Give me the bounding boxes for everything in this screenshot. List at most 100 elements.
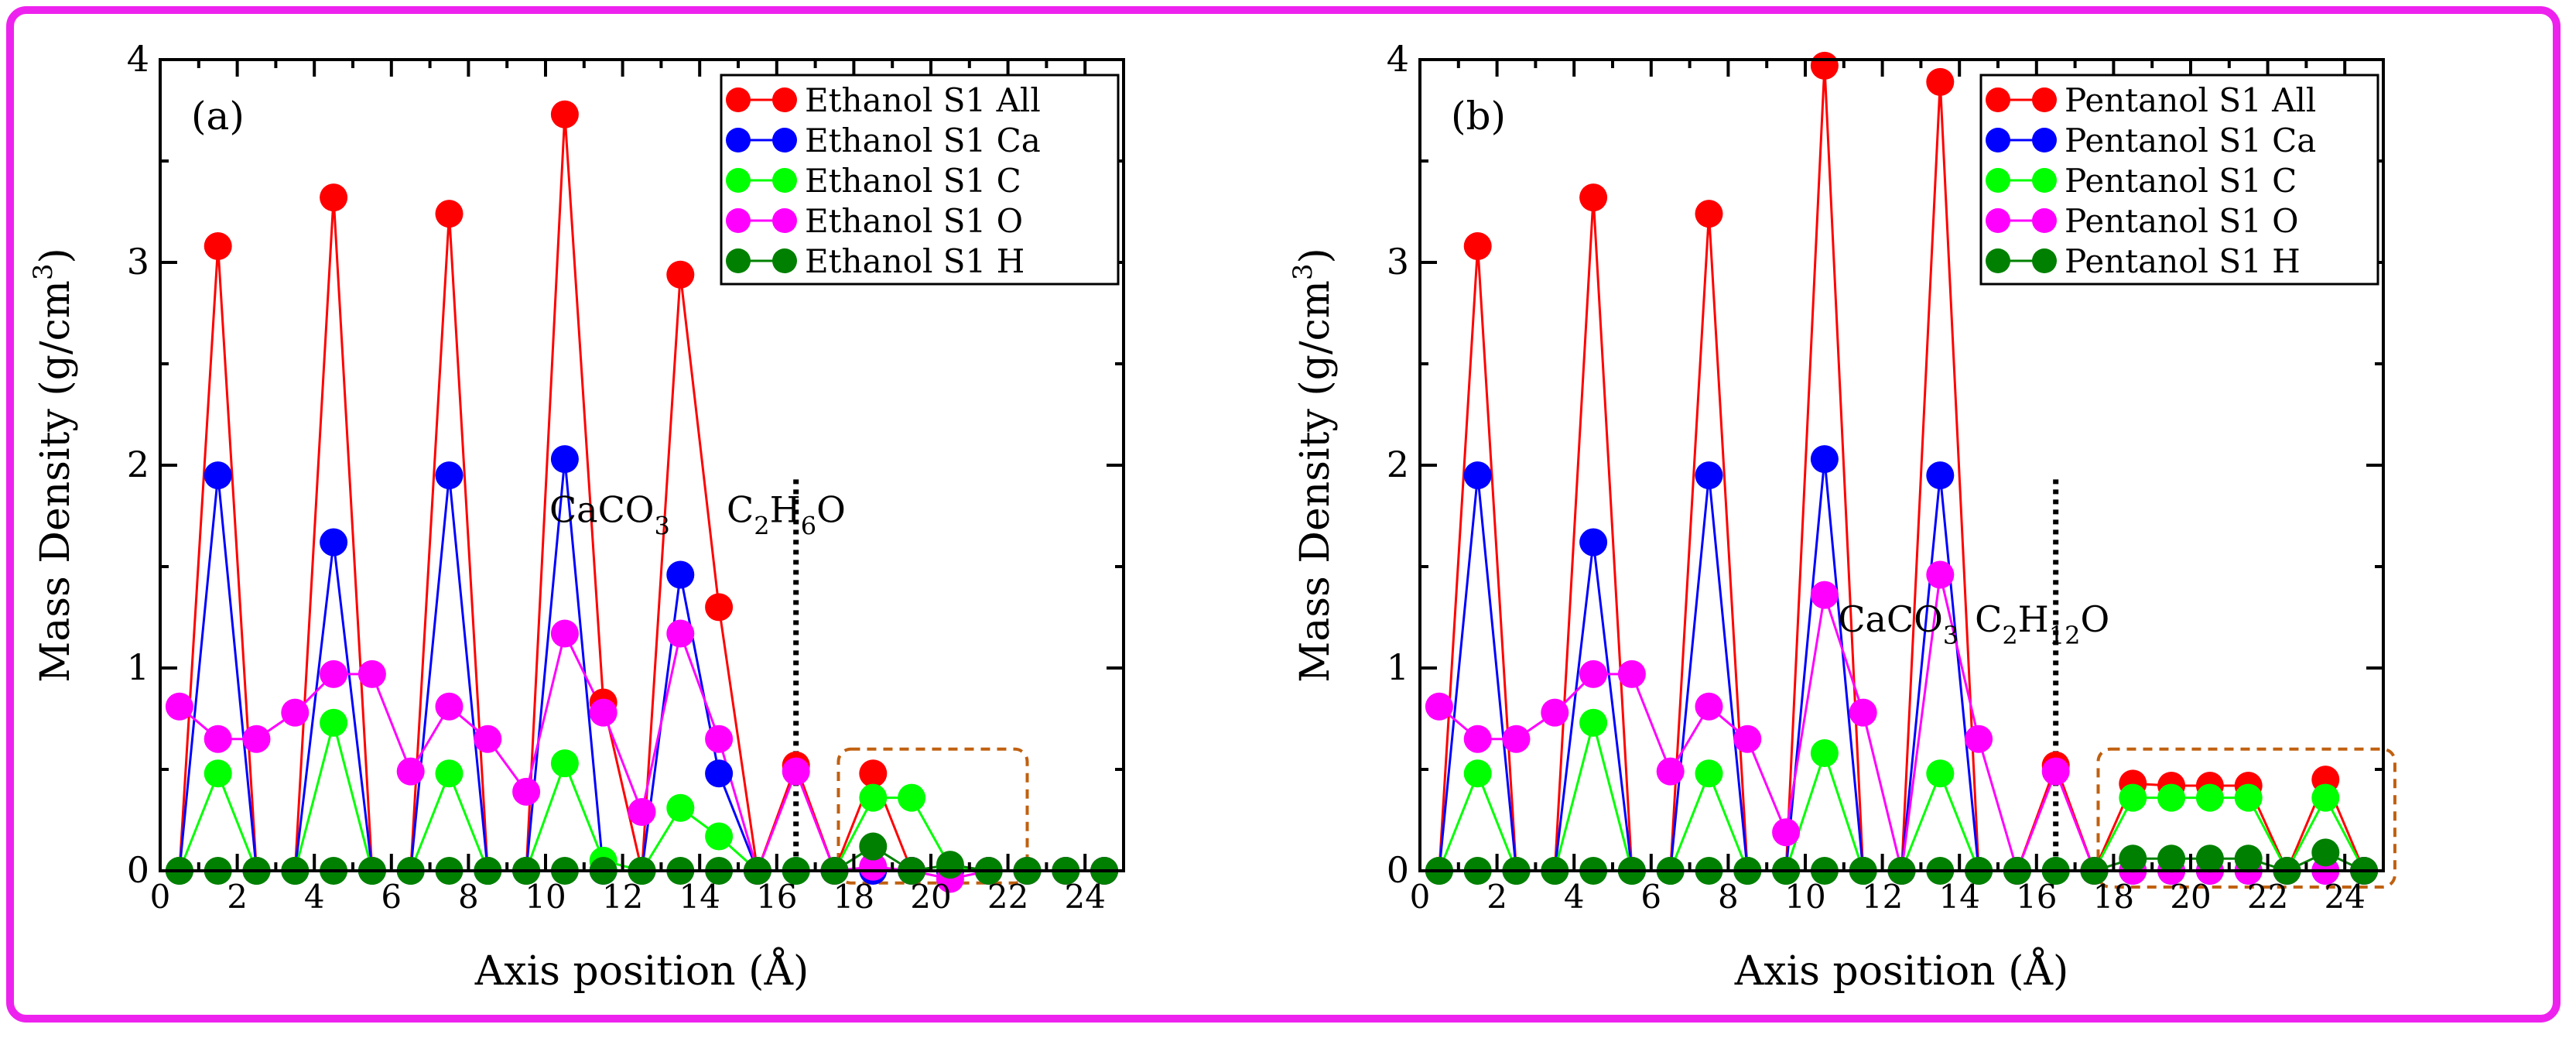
annotation-text: H: [770, 488, 801, 530]
annotation-text: H: [2018, 598, 2049, 640]
data-point: [2234, 783, 2263, 812]
legend-marker: [1986, 128, 2010, 152]
x-tick-label: 18: [833, 878, 874, 916]
legend-label: Pentanol S1 O: [2065, 202, 2299, 240]
x-tick-label: 12: [1862, 878, 1903, 916]
y-tick-label: 4: [127, 38, 149, 80]
data-point: [2195, 783, 2224, 812]
legend-item: Ethanol S1 H: [726, 242, 1025, 280]
data-point: [2041, 757, 2070, 786]
legend-label: Pentanol S1 H: [2065, 242, 2301, 280]
legend-marker: [2032, 248, 2057, 273]
data-point: [1965, 725, 1993, 753]
legend-item: Ethanol S1 C: [726, 162, 1021, 200]
data-point: [666, 793, 695, 822]
data-point: [2119, 844, 2147, 873]
y-axis-title-suffix: ): [1292, 248, 1339, 263]
series-line-2: [178, 721, 1105, 872]
annotation-formula: C2H6O: [727, 488, 846, 540]
data-point: [204, 725, 232, 753]
y-tick-label: 3: [1387, 241, 1409, 283]
y-axis-title-superscript: 3: [1288, 263, 1319, 280]
data-point: [1810, 739, 1839, 768]
data-point: [2119, 783, 2147, 812]
data-point: [320, 183, 348, 212]
data-point: [242, 725, 271, 753]
annotation-text: C: [1975, 598, 2002, 640]
x-tick-label: 14: [1938, 878, 1979, 916]
panel-label: (b): [1451, 94, 1506, 139]
data-point: [1849, 698, 1877, 727]
data-point: [512, 777, 541, 806]
data-point: [2311, 838, 2340, 867]
data-point: [859, 759, 888, 788]
legend-marker: [726, 248, 751, 273]
annotation-text: C: [727, 488, 754, 530]
annotation-subscript: 12: [2049, 621, 2081, 650]
data-point: [474, 725, 502, 753]
x-tick-label: 22: [2247, 878, 2288, 916]
x-tick-label: 2: [227, 878, 248, 916]
x-axis-title: Axis position (Å): [1734, 947, 2069, 995]
data-point: [1810, 445, 1839, 474]
legend-marker: [2032, 87, 2057, 112]
legend-marker: [772, 87, 797, 112]
legend-marker: [726, 168, 751, 193]
data-point: [1463, 461, 1492, 490]
data-point: [435, 461, 464, 490]
annotation-caco3: CaCO3: [549, 488, 670, 540]
data-point: [1810, 51, 1839, 80]
data-point: [2195, 844, 2224, 873]
data-point: [859, 852, 888, 881]
legend-item: Pentanol S1 H: [1986, 242, 2301, 280]
x-tick-label: 22: [987, 878, 1028, 916]
panel-label: (a): [191, 94, 245, 139]
legend-marker: [2032, 168, 2057, 193]
data-point: [204, 759, 232, 788]
data-point: [1926, 461, 1955, 490]
y-axis-title: Mass Density (g/cm3): [1288, 248, 1339, 683]
legend-label: Ethanol S1 C: [805, 162, 1021, 200]
data-point: [782, 757, 810, 786]
annotation-caco3: CaCO3: [1838, 598, 1959, 650]
data-point: [550, 619, 579, 648]
data-point: [1695, 692, 1723, 721]
annotation-formula: C2H12O: [1975, 598, 2109, 650]
data-point: [1695, 461, 1723, 490]
data-point: [435, 200, 464, 228]
legend-item: Ethanol S1 Ca: [726, 122, 1041, 159]
legend-marker: [1986, 168, 2010, 193]
legend-item: Pentanol S1 All: [1986, 81, 2316, 119]
x-tick-label: 4: [304, 878, 325, 916]
data-point: [898, 783, 926, 812]
data-point: [2157, 783, 2186, 812]
data-point: [666, 260, 695, 289]
legend-marker: [772, 128, 797, 152]
legend-marker: [726, 208, 751, 233]
y-axis-title-text: Mass Density (g/cm: [32, 280, 79, 683]
data-point: [936, 851, 964, 879]
y-tick-label: 3: [127, 241, 149, 283]
x-tick-label: 6: [1640, 878, 1661, 916]
y-tick-label: 1: [127, 646, 149, 688]
legend-marker: [2032, 128, 2057, 152]
data-point: [1502, 725, 1531, 753]
legend-marker: [1986, 208, 2010, 233]
y-tick-label: 4: [1387, 38, 1409, 80]
x-tick-label: 20: [2170, 878, 2211, 916]
x-tick-label: 16: [756, 878, 797, 916]
legend-label: Pentanol S1 All: [2065, 81, 2316, 119]
legend-marker: [726, 87, 751, 112]
legend-marker: [1986, 248, 2010, 273]
data-point: [705, 822, 734, 851]
data-point: [705, 725, 734, 753]
data-point: [1463, 725, 1492, 753]
x-tick-label: 8: [458, 878, 479, 916]
legend-label: Ethanol S1 Ca: [805, 122, 1041, 159]
data-point: [1617, 659, 1646, 688]
